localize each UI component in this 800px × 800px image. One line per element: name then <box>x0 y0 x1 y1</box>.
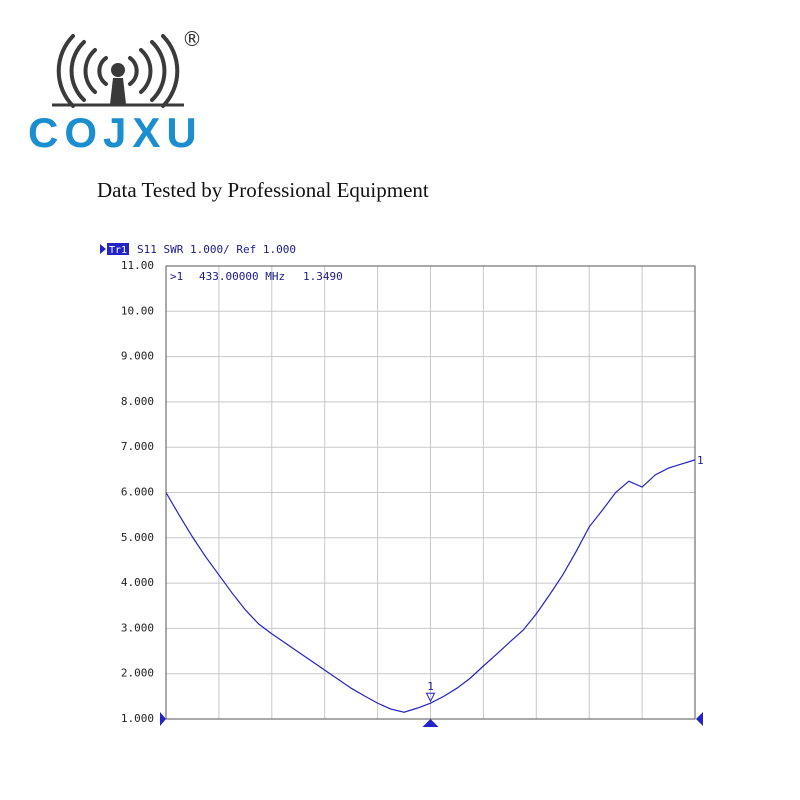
logo-mast <box>110 78 126 104</box>
y-tick-label: 3.000 <box>121 621 154 634</box>
left-ref-arrow <box>160 712 166 726</box>
logo-icon <box>56 34 180 108</box>
right-ref-arrow <box>696 712 703 726</box>
marker-label: 1 <box>427 680 434 693</box>
trace-arrow <box>100 244 106 254</box>
y-tick-label: 7.000 <box>121 440 154 453</box>
y-tick-label: 10.00 <box>121 304 154 317</box>
series-line <box>165 459 696 713</box>
logo-brand: COJXU <box>28 109 203 156</box>
logo-registered: ® <box>182 27 202 51</box>
end-label: 1 <box>697 454 704 467</box>
plot: 1.000 2.000 3.000 4.000 5.000 6.000 7.000 8.000… <box>121 259 704 727</box>
y-tick-label: 2.000 <box>121 667 154 680</box>
marker-symbol <box>425 692 436 703</box>
y-tick-label: 5.000 <box>121 531 154 544</box>
logo-dot <box>111 63 125 77</box>
y-tick-label: 9.000 <box>121 350 154 363</box>
marker-readout: 1.3490 <box>303 270 343 283</box>
marker-name: >1 <box>170 270 183 283</box>
y-tick-label: 8.000 <box>121 395 154 408</box>
subtitle: Data Tested by Professional Equipment <box>97 178 429 202</box>
marker-frequency: 433.00000 MHz <box>199 270 285 283</box>
trace-name: Tr1 <box>109 245 127 256</box>
center-arrow <box>422 719 439 727</box>
trace-badge <box>107 243 129 255</box>
y-tick-label: 4.000 <box>121 576 154 589</box>
y-tick-label: 1.000 <box>121 712 154 725</box>
y-tick-label: 6.000 <box>121 486 154 499</box>
y-tick-label: 11.00 <box>121 259 154 272</box>
chart-title: S11 SWR 1.000/ Ref 1.000 <box>137 243 296 256</box>
